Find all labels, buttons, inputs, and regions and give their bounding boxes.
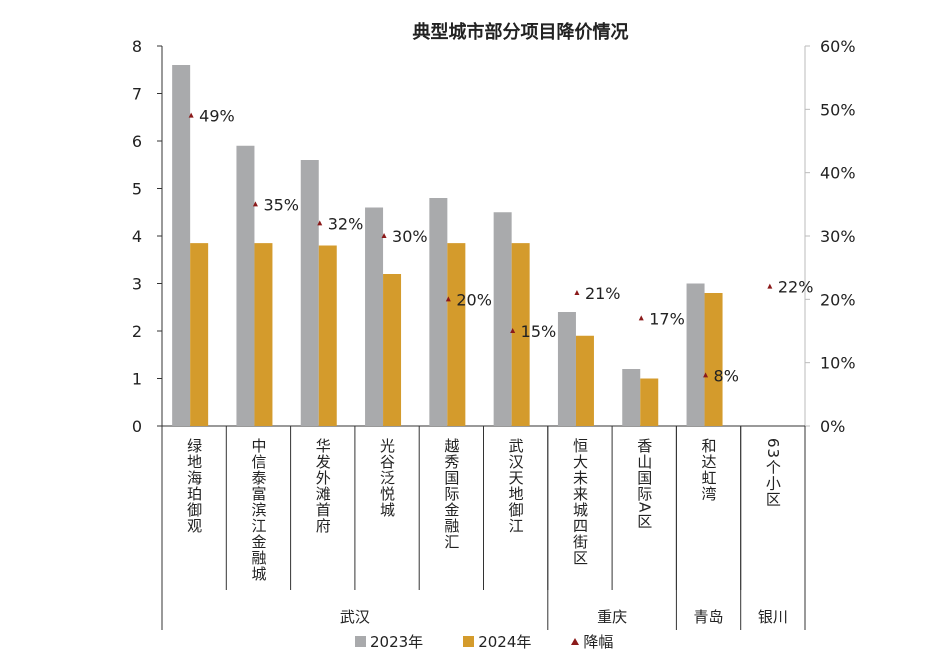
category-label: 光谷泛悦城 xyxy=(378,438,397,518)
decline-marker xyxy=(703,372,709,378)
data-label: 35% xyxy=(263,195,299,214)
left-tick-label: 4 xyxy=(132,227,142,246)
data-label: 15% xyxy=(521,322,557,341)
decline-marker xyxy=(445,296,451,302)
left-tick-label: 3 xyxy=(132,275,142,294)
data-label: 20% xyxy=(456,290,492,309)
bar-2024 xyxy=(575,335,594,426)
data-label: 30% xyxy=(392,227,428,246)
data-label: 17% xyxy=(649,309,685,328)
decline-marker xyxy=(510,328,516,333)
decline-marker xyxy=(317,220,323,226)
left-tick-label: 6 xyxy=(132,132,142,151)
legend-swatch-2023 xyxy=(355,636,366,647)
bar-2024 xyxy=(447,243,466,426)
chart-title: 典型城市部分项目降价情况 xyxy=(412,22,629,43)
right-tick-label: 50% xyxy=(820,100,856,119)
group-label: 武汉 xyxy=(339,608,370,626)
legend-label: 降幅 xyxy=(583,633,614,651)
data-label: 49% xyxy=(199,107,235,126)
left-tick-label: 1 xyxy=(132,370,142,389)
bar-2024 xyxy=(190,243,209,426)
category-label: 中信泰富滨江金融城 xyxy=(249,438,268,582)
legend-label: 2024年 xyxy=(478,633,532,651)
data-label: 21% xyxy=(585,284,621,303)
decline-marker xyxy=(574,290,580,295)
decline-marker xyxy=(188,112,194,118)
bar-2024 xyxy=(318,245,337,426)
left-tick-label: 7 xyxy=(132,85,142,104)
category-label: 越秀国际金融汇 xyxy=(442,438,461,550)
bar-2024 xyxy=(254,243,273,426)
left-tick-label: 2 xyxy=(132,322,142,341)
decline-marker xyxy=(767,283,773,289)
left-tick-label: 0 xyxy=(132,417,142,436)
legend-decline: 降幅 xyxy=(571,631,613,652)
right-tick-label: 20% xyxy=(820,290,856,309)
decline-marker xyxy=(252,201,258,207)
bar-2024 xyxy=(383,274,402,426)
legend-2023: 2023年 xyxy=(355,631,423,652)
group-label: 重庆 xyxy=(597,608,628,626)
data-label: 32% xyxy=(328,214,364,233)
bar-2023 xyxy=(557,312,576,426)
right-tick-label: 0% xyxy=(820,417,845,436)
decline-marker xyxy=(638,315,644,321)
bar-2023 xyxy=(236,145,255,426)
group-label: 青岛 xyxy=(693,608,724,626)
bar-2023 xyxy=(429,198,448,426)
category-label: 武汉天地御江 xyxy=(506,438,525,534)
bar-2023 xyxy=(622,369,641,426)
category-label: 63个小区 xyxy=(763,438,782,508)
right-tick-label: 30% xyxy=(820,227,856,246)
category-label: 香山国际A区 xyxy=(635,438,654,530)
legend-2024: 2024年 xyxy=(463,631,531,652)
category-label: 华发外滩首府 xyxy=(313,438,332,534)
bar-2023 xyxy=(493,212,512,426)
group-label: 银川 xyxy=(757,608,788,626)
data-label: 22% xyxy=(778,278,814,297)
bar-2023 xyxy=(300,160,319,426)
bar-2023 xyxy=(686,283,705,426)
triangle-marker-icon xyxy=(571,638,580,645)
bar-2024 xyxy=(640,378,659,426)
right-tick-label: 40% xyxy=(820,164,856,183)
bar-2024 xyxy=(511,243,530,426)
bar-2023 xyxy=(365,207,384,426)
bar-2024 xyxy=(704,293,723,426)
legend-swatch-2024 xyxy=(463,636,475,647)
category-label: 和达虹湾 xyxy=(699,438,718,502)
legend: 2023年 2024年 降幅 xyxy=(355,631,613,652)
legend-label: 2023年 xyxy=(370,633,424,651)
data-label: 8% xyxy=(714,366,739,385)
right-tick-label: 10% xyxy=(820,354,856,373)
category-label: 绿地海珀御观 xyxy=(185,438,204,534)
left-tick-label: 5 xyxy=(132,180,142,199)
left-tick-label: 8 xyxy=(132,37,142,56)
bar-2023 xyxy=(172,65,191,426)
right-tick-label: 60% xyxy=(820,37,856,56)
category-label: 恒大未来城四街区 xyxy=(570,438,589,566)
decline-marker xyxy=(381,233,387,238)
